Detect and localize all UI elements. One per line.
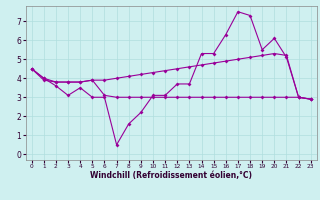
X-axis label: Windchill (Refroidissement éolien,°C): Windchill (Refroidissement éolien,°C) — [90, 171, 252, 180]
